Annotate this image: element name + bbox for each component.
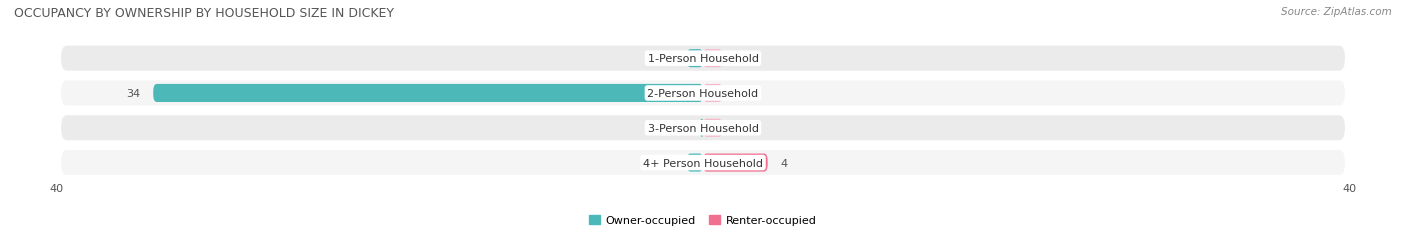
Text: 0: 0 (735, 88, 742, 99)
Text: 2-Person Household: 2-Person Household (647, 88, 759, 99)
Text: 3-Person Household: 3-Person Household (648, 123, 758, 133)
Text: OCCUPANCY BY OWNERSHIP BY HOUSEHOLD SIZE IN DICKEY: OCCUPANCY BY OWNERSHIP BY HOUSEHOLD SIZE… (14, 7, 394, 20)
FancyBboxPatch shape (60, 46, 1346, 71)
FancyBboxPatch shape (688, 50, 703, 68)
Text: 0: 0 (735, 54, 742, 64)
FancyBboxPatch shape (703, 119, 723, 137)
Text: 1-Person Household: 1-Person Household (648, 54, 758, 64)
FancyBboxPatch shape (688, 154, 703, 172)
Text: 0: 0 (681, 123, 688, 133)
FancyBboxPatch shape (703, 85, 723, 103)
Text: 1: 1 (666, 54, 673, 64)
Text: 1: 1 (666, 158, 673, 168)
FancyBboxPatch shape (60, 150, 1346, 175)
Text: 0: 0 (735, 123, 742, 133)
Text: 4: 4 (780, 158, 787, 168)
FancyBboxPatch shape (60, 81, 1346, 106)
Text: 4+ Person Household: 4+ Person Household (643, 158, 763, 168)
Text: Source: ZipAtlas.com: Source: ZipAtlas.com (1281, 7, 1392, 17)
Text: 34: 34 (127, 88, 141, 99)
Legend: Owner-occupied, Renter-occupied: Owner-occupied, Renter-occupied (585, 211, 821, 230)
FancyBboxPatch shape (700, 119, 703, 137)
FancyBboxPatch shape (153, 85, 703, 103)
FancyBboxPatch shape (703, 154, 768, 172)
FancyBboxPatch shape (703, 50, 723, 68)
FancyBboxPatch shape (60, 116, 1346, 141)
